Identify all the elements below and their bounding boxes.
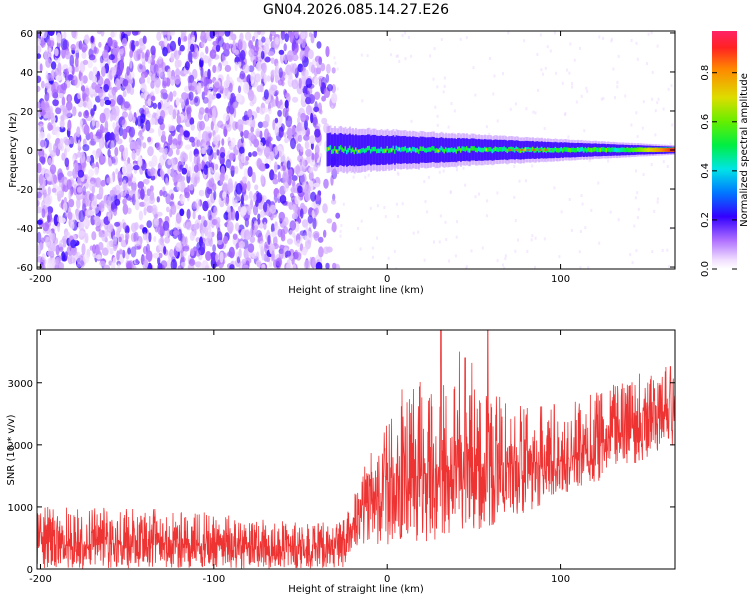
colorbar-tick-label: 0.4 <box>700 163 711 179</box>
spectrogram-y-label: Frequency (Hz) <box>8 112 19 188</box>
spectrogram-y-tick-label: -20 <box>17 185 33 196</box>
colorbar-label: Normalized spectral amplitude <box>739 73 750 227</box>
spectrogram-ticks: -200 -100 0 100 60 40 20 0 -20 -40 -60 <box>17 29 675 285</box>
colorbar-gradient <box>712 31 737 269</box>
snr-y-tick-label: 1000 <box>8 503 33 514</box>
snr-frame <box>36 329 676 570</box>
snr-x-label: Height of straight line (km) <box>288 584 424 595</box>
chart-title: GN04.2026.085.14.27.E26 <box>263 2 449 18</box>
spectrogram-heatmap <box>37 31 675 269</box>
spectrogram-x-tick-label: -200 <box>29 274 52 285</box>
colorbar-tick-label: 0.0 <box>700 261 711 277</box>
spectrogram-y-tick-label: -60 <box>17 263 33 274</box>
snr-x-tick-label: -100 <box>202 574 225 585</box>
spectrogram-x-label: Height of straight line (km) <box>288 285 424 296</box>
snr-y-tick-label: 3000 <box>8 379 33 390</box>
spectrogram-panel: -200 -100 0 100 60 40 20 0 -20 -40 -60 Height of s… <box>8 29 676 296</box>
spectrogram-y-tick-label: -40 <box>17 224 33 235</box>
snr-y-tick-label: 2000 <box>8 441 33 452</box>
spectrogram-y-tick-label: 20 <box>20 107 33 118</box>
colorbar-tick-label: 0.6 <box>700 114 711 130</box>
colorbar-ticks: 0.0 0.2 0.4 0.6 0.8 <box>700 65 737 277</box>
spectrogram-x-tick-label: 100 <box>551 274 570 285</box>
snr-x-tick-label: 0 <box>384 574 390 585</box>
noise-region <box>37 31 674 269</box>
colorbar-tick-label: 0.2 <box>700 212 711 228</box>
snr-x-tick-label: -200 <box>29 574 52 585</box>
signal-peak <box>508 148 675 152</box>
snr-series-line <box>37 330 675 569</box>
snr-y-label: SNR (10 * v/v) <box>6 414 17 485</box>
spectrogram-x-tick-label: -100 <box>202 274 225 285</box>
colorbar: 0.0 0.2 0.4 0.6 0.8 Normalized spectral ampl… <box>700 31 750 277</box>
spectrogram-y-tick-label: 60 <box>20 29 33 40</box>
spectrogram-y-tick-label: 40 <box>20 68 33 79</box>
spectrogram-y-tick-label: 0 <box>27 146 33 157</box>
colorbar-tick-label: 0.8 <box>700 65 711 81</box>
snr-x-tick-label: 100 <box>551 574 570 585</box>
snr-y-tick-label: 0 <box>27 565 33 576</box>
spectrogram-x-tick-label: 0 <box>384 274 390 285</box>
